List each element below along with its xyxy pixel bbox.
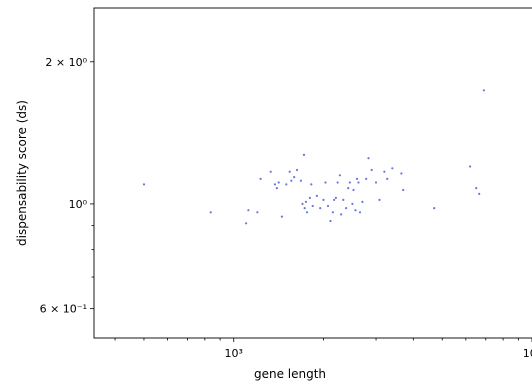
axis-ticks: 10³ 10⁴ 6 × 10⁻¹ 10⁰ 2 × 10⁰ bbox=[40, 56, 532, 360]
y-tick-label: 2 × 10⁰ bbox=[45, 56, 87, 69]
data-point-23 bbox=[310, 183, 313, 186]
data-point-11 bbox=[285, 183, 288, 186]
data-point-21 bbox=[305, 211, 309, 214]
data-point-25 bbox=[315, 194, 318, 197]
data-point-36 bbox=[340, 213, 343, 216]
data-point-24 bbox=[311, 204, 314, 208]
data-point-51 bbox=[374, 181, 378, 184]
data-point-18 bbox=[302, 153, 306, 156]
data-point-31 bbox=[331, 211, 334, 214]
data-point-44 bbox=[355, 177, 359, 180]
data-point-40 bbox=[348, 181, 351, 184]
data-point-56 bbox=[400, 172, 403, 175]
data-point-39 bbox=[347, 187, 350, 190]
data-point-47 bbox=[361, 200, 364, 203]
data-point-10 bbox=[280, 215, 283, 218]
x-axis-label: gene length bbox=[254, 367, 326, 381]
data-point-59 bbox=[469, 165, 472, 168]
data-point-5 bbox=[259, 177, 262, 180]
data-point-55 bbox=[391, 167, 394, 170]
data-point-48 bbox=[365, 177, 368, 180]
plot-frame bbox=[93, 7, 532, 339]
data-point-1 bbox=[209, 211, 212, 214]
data-point-43 bbox=[354, 209, 357, 212]
data-point-35 bbox=[338, 174, 341, 177]
y-axis-label: dispensability score (ds) bbox=[15, 100, 29, 246]
data-point-38 bbox=[345, 207, 348, 210]
data-point-33 bbox=[334, 196, 337, 199]
y-tick-label: 6 × 10⁻¹ bbox=[40, 303, 87, 316]
data-point-28 bbox=[324, 181, 327, 184]
data-point-20 bbox=[304, 200, 307, 203]
data-point-8 bbox=[275, 187, 278, 190]
data-point-54 bbox=[386, 177, 389, 180]
data-point-57 bbox=[402, 188, 405, 192]
data-point-30 bbox=[329, 219, 332, 223]
data-point-19 bbox=[303, 207, 306, 210]
data-point-34 bbox=[336, 181, 339, 184]
data-point-12 bbox=[288, 170, 291, 173]
data-point-4 bbox=[256, 211, 259, 214]
data-point-61 bbox=[478, 192, 481, 195]
data-point-32 bbox=[333, 198, 336, 201]
data-point-62 bbox=[482, 89, 485, 92]
x-tick-label: 10³ bbox=[225, 347, 243, 360]
data-points bbox=[142, 89, 485, 225]
data-point-49 bbox=[367, 157, 370, 160]
data-point-58 bbox=[433, 207, 436, 210]
data-point-16 bbox=[299, 179, 302, 182]
data-point-9 bbox=[277, 181, 280, 184]
data-point-7 bbox=[273, 183, 277, 186]
data-point-17 bbox=[301, 202, 304, 205]
x-tick-label: 10⁴ bbox=[523, 347, 532, 360]
data-point-29 bbox=[326, 204, 330, 208]
data-point-22 bbox=[308, 196, 311, 199]
data-point-45 bbox=[357, 181, 360, 184]
data-point-26 bbox=[319, 207, 322, 210]
data-point-3 bbox=[247, 209, 250, 212]
data-point-0 bbox=[142, 183, 146, 186]
data-point-60 bbox=[475, 187, 478, 190]
data-point-42 bbox=[352, 188, 355, 192]
data-point-37 bbox=[342, 198, 345, 201]
data-point-14 bbox=[293, 176, 296, 179]
data-point-27 bbox=[322, 198, 325, 201]
data-point-13 bbox=[290, 179, 293, 182]
data-point-53 bbox=[383, 170, 386, 173]
data-point-41 bbox=[351, 202, 354, 205]
data-point-6 bbox=[269, 170, 272, 173]
data-point-15 bbox=[295, 168, 299, 172]
data-point-2 bbox=[245, 222, 248, 225]
data-point-52 bbox=[378, 198, 381, 201]
data-point-46 bbox=[358, 211, 362, 214]
data-point-50 bbox=[370, 168, 373, 172]
y-tick-label: 10⁰ bbox=[69, 198, 88, 211]
